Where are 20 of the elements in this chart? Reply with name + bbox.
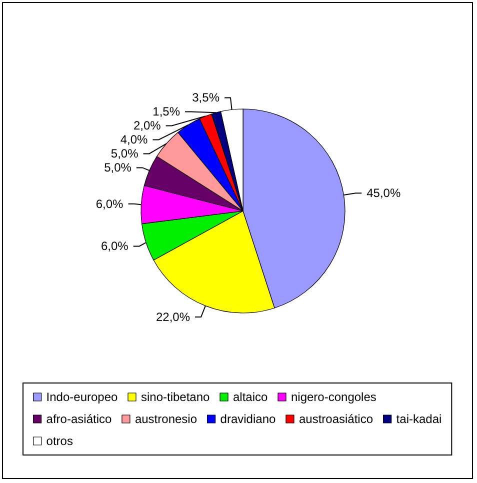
data-label: 3,5% (192, 90, 220, 105)
legend-label: sino-tibetano (140, 390, 210, 404)
data-label: 6,0% (96, 196, 124, 211)
legend-label: Indo-europeo (46, 390, 118, 404)
data-label: 2,0% (133, 118, 162, 133)
legend-label: nigero-congoles (290, 390, 376, 404)
data-label: 45,0% (366, 186, 401, 200)
data-label: 6,0% (100, 239, 129, 254)
legend-label: altaico (233, 390, 268, 404)
legend-label: afro-asiático (46, 412, 112, 426)
legend-label: austronesio (134, 412, 198, 426)
data-label: 1,5% (152, 104, 180, 119)
data-label: 5,0% (110, 146, 139, 161)
legend-label: tai-kadai (396, 412, 442, 426)
data-label: 5,0% (104, 160, 132, 175)
data-label: 22,0% (156, 310, 190, 324)
legend-label: dravidiano (220, 412, 276, 426)
legend-label: austroasiático (298, 412, 374, 426)
legend-label: otros (46, 434, 73, 448)
data-label: 4,0% (120, 132, 148, 147)
